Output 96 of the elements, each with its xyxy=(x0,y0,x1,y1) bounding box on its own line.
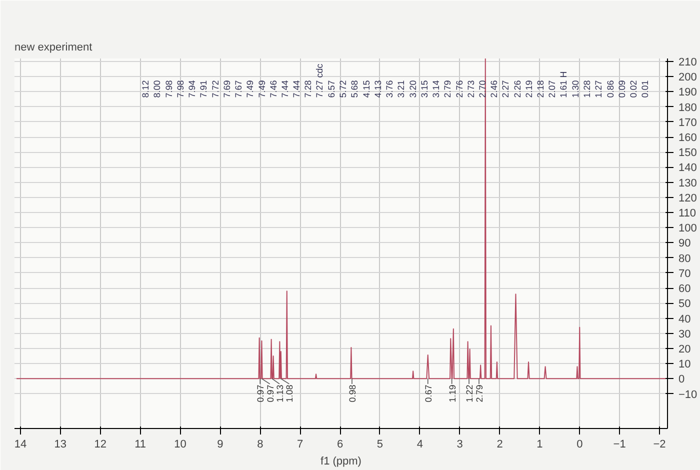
y-tick-label: 10 xyxy=(678,358,691,371)
annotation: 8.00 xyxy=(152,80,162,98)
annotation: 5.72 xyxy=(338,80,348,98)
x-axis-title: f1 (ppm) xyxy=(320,456,362,468)
y-tick-label: 150 xyxy=(678,147,697,160)
annotation: 2.27 xyxy=(500,80,511,98)
y-tick-label: 0 xyxy=(678,374,685,386)
y-tick-label: 110 xyxy=(678,208,696,220)
y-tick-label: 210 xyxy=(678,56,697,69)
x-tick-label: 7 xyxy=(297,438,304,450)
chart-title: new experiment xyxy=(14,42,92,54)
y-tick-label: 180 xyxy=(678,102,697,114)
x-tick-label: 14 xyxy=(14,438,27,450)
y-tick-label: 120 xyxy=(678,192,697,204)
x-tick-label: 5 xyxy=(376,438,384,450)
annotation: 2.46 xyxy=(489,80,500,98)
y-tick-label: 90 xyxy=(678,238,691,250)
y-tick-label: −10 xyxy=(678,388,698,401)
annotation: 0.97 xyxy=(265,384,276,402)
annotation: 0.97 xyxy=(256,384,266,402)
annotation: 0.09 xyxy=(616,80,627,98)
annotation: 2.70 xyxy=(478,80,488,98)
annotation: 0.01 xyxy=(640,80,650,98)
annotation: 2.19 xyxy=(524,80,534,98)
annotation: 1.13 xyxy=(275,384,286,402)
annotation: 7.44 xyxy=(280,80,290,98)
annotation: 2.79 xyxy=(442,80,453,98)
annotation: 1.19 xyxy=(447,384,458,402)
annotation: 7.98 xyxy=(164,80,174,98)
annotation: 1.30 xyxy=(570,80,580,98)
y-tick-label: 140 xyxy=(678,162,697,174)
x-tick-label: 8 xyxy=(257,438,264,450)
x-tick-label: 0 xyxy=(576,438,583,450)
annotation: 1.28 xyxy=(582,80,592,98)
x-tick-label: −1 xyxy=(613,438,626,450)
annotation: 2.18 xyxy=(536,80,546,98)
y-tick-label: 30 xyxy=(678,328,691,340)
annotation: 0.67 xyxy=(423,384,434,402)
y-tick-label: 60 xyxy=(678,283,691,296)
annotation: 8.12 xyxy=(140,80,151,98)
x-tick-label: 10 xyxy=(174,438,186,450)
annotation: 2.73 xyxy=(466,80,476,98)
annotation: 1.27 xyxy=(594,80,604,98)
annotation: 3.76 xyxy=(384,80,395,98)
y-tick-label: 190 xyxy=(678,86,697,99)
annotation: 3.21 xyxy=(396,80,406,98)
x-tick-label: 4 xyxy=(416,438,423,450)
annotation: 7.69 xyxy=(222,80,232,98)
x-tick-label: 6 xyxy=(336,438,344,450)
x-tick-label: 13 xyxy=(54,438,67,450)
y-tick-label: 160 xyxy=(678,132,697,144)
annotation: 7.44 xyxy=(292,80,302,98)
x-tick-label: 9 xyxy=(217,438,224,450)
y-tick-label: 130 xyxy=(678,177,697,190)
annotation: 3.20 xyxy=(408,80,418,98)
x-tick-label: 1 xyxy=(536,438,543,450)
y-tick-label: 80 xyxy=(678,252,691,265)
annotation: 2.76 xyxy=(454,80,464,98)
annotation: 1.08 xyxy=(284,384,295,402)
y-tick-label: 50 xyxy=(678,298,691,310)
x-tick-label: 2 xyxy=(496,438,503,450)
annotation: 3.15 xyxy=(419,80,430,98)
x-tick-label: −2 xyxy=(653,438,666,450)
annotation: 7.91 xyxy=(198,80,209,98)
annotation: 7.49 xyxy=(245,80,256,98)
x-tick-label: 3 xyxy=(456,438,463,450)
annotation: 2.26 xyxy=(512,80,522,98)
annotation: 2.79 xyxy=(474,384,484,402)
y-tick-label: 100 xyxy=(678,222,697,235)
annotation: 1.61 H xyxy=(558,71,568,98)
y-tick-label: 40 xyxy=(678,313,691,326)
annotation: 4.13 xyxy=(372,80,383,98)
y-tick-label: 170 xyxy=(678,116,697,129)
annotation: 4.15 xyxy=(361,80,372,98)
y-tick-label: 70 xyxy=(678,268,691,280)
line-series xyxy=(16,58,666,380)
annotation: 7.72 xyxy=(210,80,220,98)
annotation: 6.57 xyxy=(326,80,336,98)
annotation: 1.22 xyxy=(464,384,475,402)
x-tick-label: 12 xyxy=(94,438,106,450)
annotation: 3.14 xyxy=(431,80,442,98)
annotation: 7.98 xyxy=(175,80,186,98)
annotation: 7.94 xyxy=(187,80,198,98)
annotation: 7.28 xyxy=(303,80,314,98)
annotation: 7.27 cdc xyxy=(314,63,324,98)
x-tick-label: 11 xyxy=(134,438,146,450)
y-tick-label: 20 xyxy=(678,343,691,356)
annotation: 0.86 xyxy=(605,80,616,98)
annotation: 0.98 xyxy=(347,384,358,402)
annotation: 7.67 xyxy=(234,80,244,98)
annotation: 0.02 xyxy=(628,80,639,98)
annotation: 2.07 xyxy=(547,80,558,98)
y-tick-label: 200 xyxy=(678,72,697,84)
annotation: 7.46 xyxy=(268,80,278,98)
annotation: 5.68 xyxy=(350,80,360,98)
annotation: 7.49 xyxy=(256,80,267,98)
